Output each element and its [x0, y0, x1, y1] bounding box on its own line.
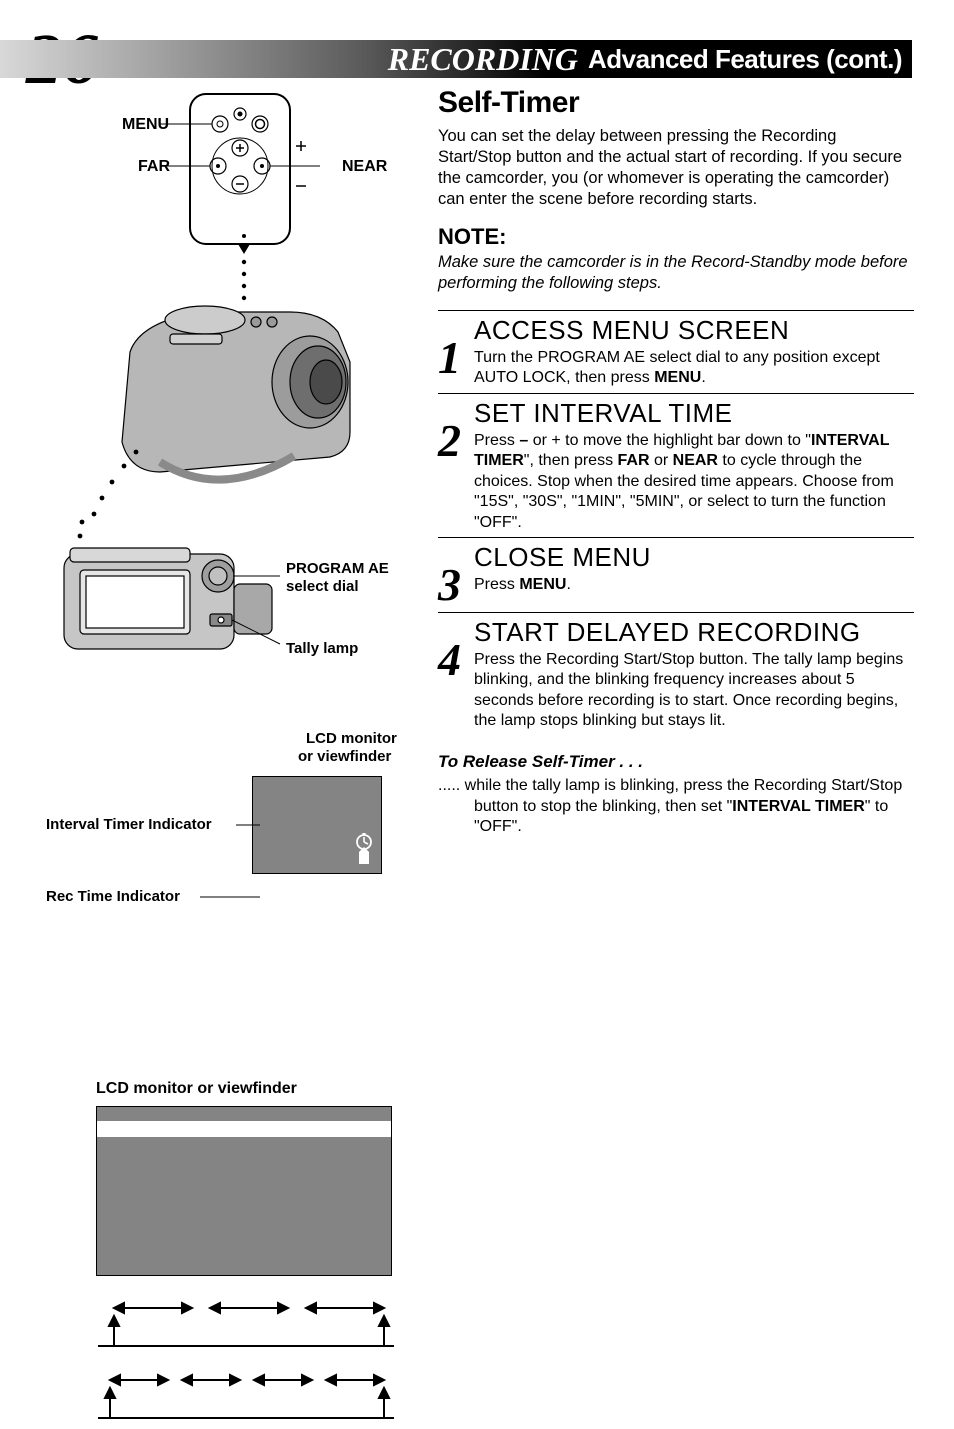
step-number: 4: [438, 617, 474, 732]
header-bar: RECORDING Advanced Features (cont.): [0, 40, 912, 78]
step-title: SET INTERVAL TIME: [474, 398, 914, 429]
step-number: 2: [438, 398, 474, 533]
step-text: Press – or + to move the highlight bar d…: [474, 431, 914, 533]
self-timer-body: You can set the delay between pressing t…: [438, 126, 914, 210]
step-title: START DELAYED RECORDING: [474, 617, 914, 648]
step-title: ACCESS MENU SCREEN: [474, 315, 914, 346]
left-column: MENU FAR NEAR: [40, 88, 420, 258]
header-recording: RECORDING: [388, 41, 578, 78]
label-interval-indicator: Interval Timer Indicator: [46, 816, 212, 833]
step-number: 3: [438, 542, 474, 608]
lcd-timeline-box: [96, 1106, 392, 1276]
note-heading: NOTE:: [438, 224, 914, 250]
step-title: CLOSE MENU: [474, 542, 914, 573]
lcd-timeline-title: LCD monitor or viewfinder: [96, 1080, 446, 1098]
timeline-3seg: [96, 1296, 396, 1352]
step-text: Press the Recording Start/Stop button. T…: [474, 650, 914, 732]
camcorder-perspective: [50, 232, 410, 522]
label-tally-lamp: Tally lamp: [286, 640, 358, 657]
label-lcd-monitor: LCD monitor: [306, 730, 397, 747]
note-body: Make sure the camcorder is in the Record…: [438, 252, 914, 293]
label-menu: MENU: [122, 116, 169, 134]
label-near: NEAR: [342, 158, 387, 176]
camcorder-side: [40, 514, 290, 674]
right-column: Self-Timer You can set the delay between…: [438, 86, 914, 838]
label-rec-time-indicator: Rec Time Indicator: [46, 888, 180, 905]
release-text: ..... while the tally lamp is blinking, …: [438, 776, 914, 838]
step-text: Turn the PROGRAM AE select dial to any p…: [474, 348, 914, 389]
header-advanced: Advanced Features (cont.): [588, 44, 902, 75]
timer-icon: [353, 833, 375, 867]
lcd-indicator-box: [252, 776, 382, 874]
label-program-ae: PROGRAM AE: [286, 560, 389, 577]
steps-list: 1 ACCESS MENU SCREEN Turn the PROGRAM AE…: [438, 310, 914, 732]
step-1: 1 ACCESS MENU SCREEN Turn the PROGRAM AE…: [438, 310, 914, 389]
label-or-viewfinder: or viewfinder: [298, 748, 391, 765]
self-timer-title: Self-Timer: [438, 86, 914, 120]
step-2: 2 SET INTERVAL TIME Press – or + to move…: [438, 393, 914, 533]
step-3: 3 CLOSE MENU Press MENU.: [438, 537, 914, 608]
step-number: 1: [438, 315, 474, 389]
label-far: FAR: [138, 158, 170, 176]
label-select-dial: select dial: [286, 578, 359, 595]
release-heading: To Release Self-Timer . . .: [438, 752, 914, 772]
step-4: 4 START DELAYED RECORDING Press the Reco…: [438, 612, 914, 732]
timeline-4seg: [96, 1368, 396, 1424]
step-text: Press MENU.: [474, 575, 914, 595]
lcd-timeline-section: LCD monitor or viewfinder: [96, 1080, 446, 1276]
